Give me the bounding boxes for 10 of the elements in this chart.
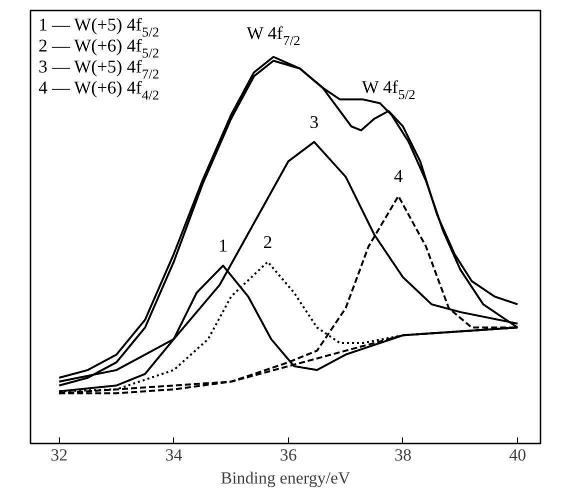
x-tick-label: 40 — [509, 446, 526, 464]
annotation: 2 — [263, 232, 272, 252]
annotation: 4 — [394, 166, 403, 186]
x-axis-title: Binding energy/eV — [220, 468, 351, 488]
x-tick-label: 34 — [165, 446, 183, 464]
x-tick-label: 36 — [280, 446, 297, 464]
annotation: 3 — [310, 112, 319, 132]
x-tick-label: 38 — [394, 446, 412, 464]
x-tick-label: 32 — [50, 446, 68, 464]
annotation: 1 — [218, 236, 228, 256]
